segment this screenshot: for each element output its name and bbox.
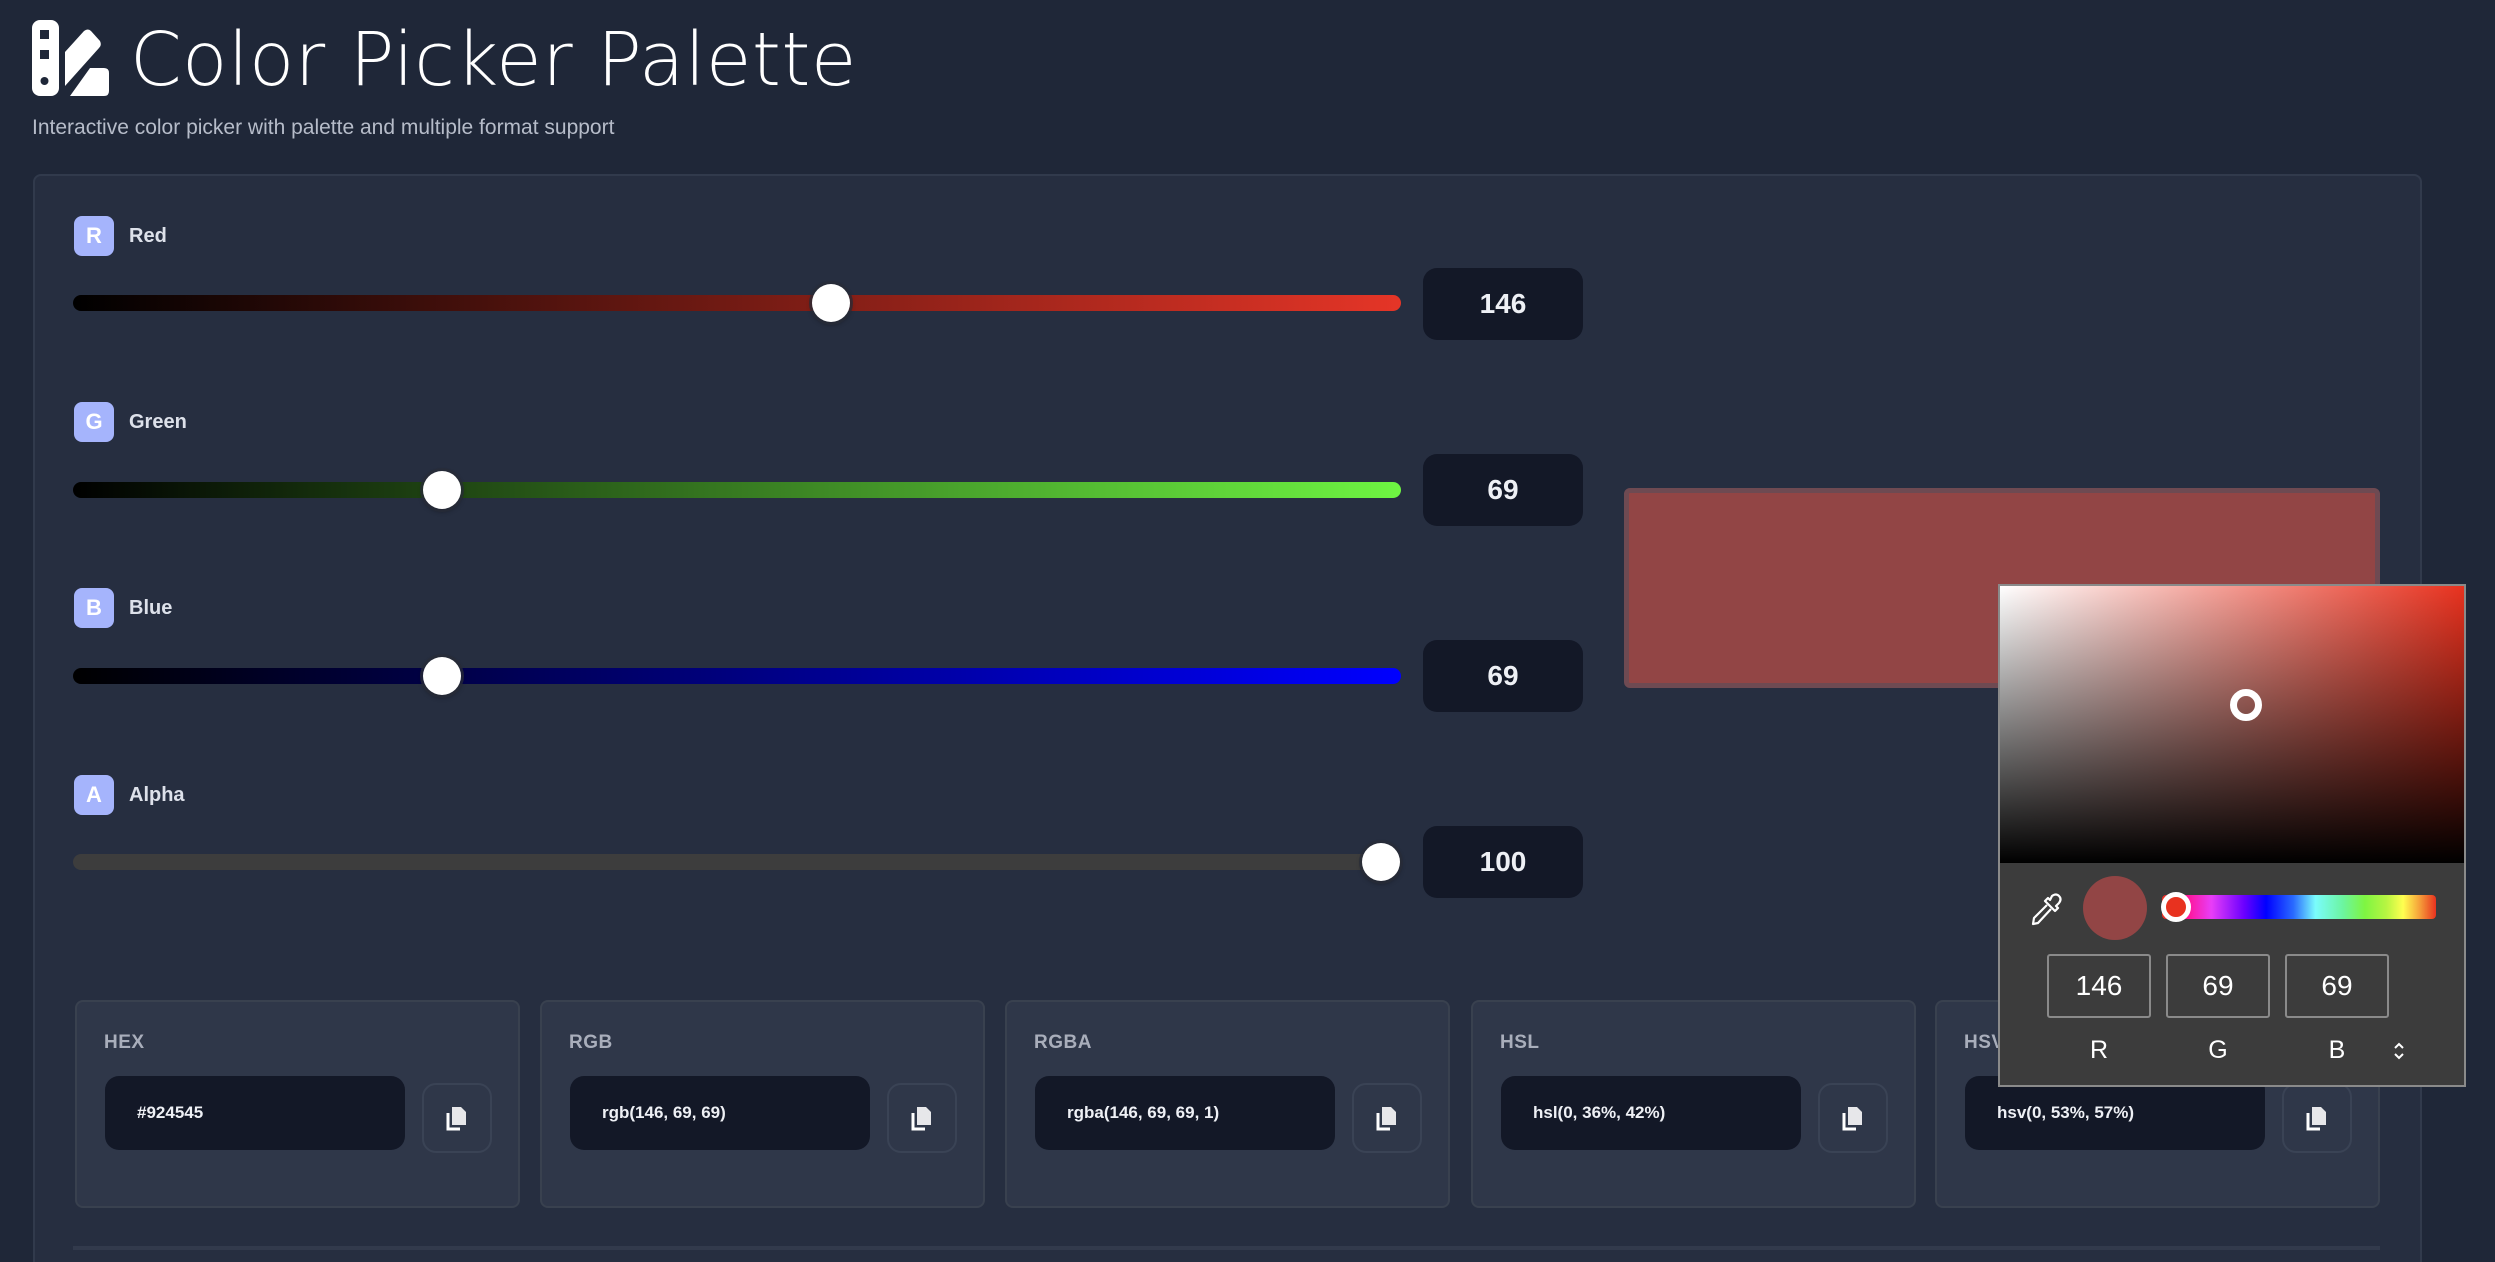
saturation-value-area[interactable] bbox=[2000, 586, 2464, 863]
page-subtitle: Interactive color picker with palette an… bbox=[32, 116, 615, 139]
popup-red-input[interactable] bbox=[2047, 954, 2151, 1018]
rgb-value-field[interactable] bbox=[570, 1076, 870, 1150]
popup-blue-input[interactable] bbox=[2285, 954, 2389, 1018]
alpha-slider-thumb[interactable] bbox=[1362, 843, 1400, 881]
format-label: HSV bbox=[1964, 1032, 2005, 1053]
eyedropper-icon[interactable] bbox=[2028, 892, 2064, 928]
copy-icon bbox=[1842, 1107, 1862, 1131]
format-card-rgba: RGBA bbox=[1005, 1000, 1450, 1208]
rgba-value-field[interactable] bbox=[1035, 1076, 1335, 1150]
format-card-hsl: HSL bbox=[1471, 1000, 1916, 1208]
hsl-value-field[interactable] bbox=[1501, 1076, 1801, 1150]
blue-label: Blue bbox=[129, 597, 173, 619]
hue-slider-thumb[interactable] bbox=[2161, 892, 2191, 922]
copy-icon bbox=[446, 1107, 466, 1131]
green-channel-badge: G bbox=[74, 402, 114, 442]
copy-icon bbox=[911, 1107, 931, 1131]
page-title: Color Picker Palette bbox=[130, 17, 857, 103]
color-mode-toggle[interactable] bbox=[2390, 1036, 2408, 1066]
green-slider-track[interactable] bbox=[73, 482, 1401, 498]
format-label: HEX bbox=[104, 1032, 145, 1053]
red-channel-badge: R bbox=[74, 216, 114, 256]
section-divider bbox=[73, 1246, 2380, 1250]
hex-value-field[interactable] bbox=[105, 1076, 405, 1150]
format-label: HSL bbox=[1500, 1032, 1540, 1053]
format-card-hex: HEX bbox=[75, 1000, 520, 1208]
saturation-value-handle[interactable] bbox=[2230, 689, 2262, 721]
alpha-channel-badge: A bbox=[74, 775, 114, 815]
copy-hsv-button[interactable] bbox=[2282, 1083, 2352, 1153]
green-value-input[interactable] bbox=[1423, 454, 1583, 526]
blue-slider-thumb[interactable] bbox=[423, 657, 461, 695]
blue-value-input[interactable] bbox=[1423, 640, 1583, 712]
alpha-label: Alpha bbox=[129, 784, 185, 806]
up-down-chevron-icon bbox=[2394, 1042, 2404, 1060]
hue-slider[interactable] bbox=[2162, 895, 2436, 919]
copy-rgb-button[interactable] bbox=[887, 1083, 957, 1153]
current-color-swatch bbox=[2083, 876, 2147, 940]
blue-channel-badge: B bbox=[74, 588, 114, 628]
swatchbook-icon bbox=[32, 20, 109, 96]
copy-icon bbox=[2306, 1107, 2326, 1131]
red-value-input[interactable] bbox=[1423, 268, 1583, 340]
copy-hex-button[interactable] bbox=[422, 1083, 492, 1153]
popup-blue-label: B bbox=[2328, 1036, 2346, 1064]
red-slider-thumb[interactable] bbox=[812, 284, 850, 322]
alpha-value-input[interactable] bbox=[1423, 826, 1583, 898]
red-label: Red bbox=[129, 225, 167, 247]
red-slider-track[interactable] bbox=[73, 295, 1401, 311]
format-label: RGBA bbox=[1034, 1032, 1092, 1053]
alpha-slider-track[interactable] bbox=[73, 854, 1401, 870]
green-label: Green bbox=[129, 411, 187, 433]
green-slider-thumb[interactable] bbox=[423, 471, 461, 509]
copy-rgba-button[interactable] bbox=[1352, 1083, 1422, 1153]
popup-green-input[interactable] bbox=[2166, 954, 2270, 1018]
blue-slider-track[interactable] bbox=[73, 668, 1401, 684]
copy-icon bbox=[1376, 1107, 1396, 1131]
copy-hsl-button[interactable] bbox=[1818, 1083, 1888, 1153]
format-card-rgb: RGB bbox=[540, 1000, 985, 1208]
format-label: RGB bbox=[569, 1032, 613, 1053]
popup-green-label: G bbox=[2208, 1036, 2228, 1064]
hsv-value-field[interactable] bbox=[1965, 1076, 2265, 1150]
color-picker-popup: R G B bbox=[1998, 584, 2466, 1087]
popup-red-label: R bbox=[2089, 1036, 2109, 1064]
